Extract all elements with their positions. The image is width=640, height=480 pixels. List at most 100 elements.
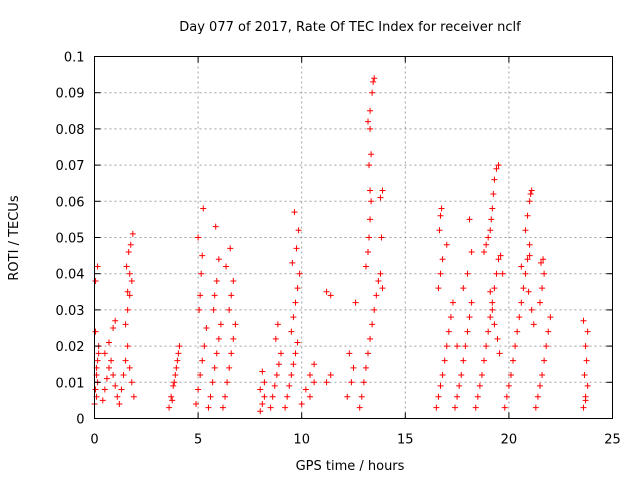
data-point [458,372,465,379]
data-point [128,379,135,386]
data-point [507,372,514,379]
data-point [485,234,492,241]
data-point [110,325,117,331]
y-axis-ticks: 0 0.01 0.02 0.03 0.04 0.05 0.06 0.07 0.08 0.09 0.1 [56,51,613,428]
x-tick-label: 5 [194,433,202,448]
data-point [536,382,543,389]
data-point [99,397,106,404]
y-tick-label: 0 [76,413,84,428]
data-point [124,288,131,295]
data-point [512,343,519,350]
data-point [124,306,131,313]
data-point [438,205,445,212]
y-tick-label: 0.03 [56,304,85,319]
data-point [290,361,297,368]
data-point [524,256,531,263]
data-point [200,205,207,212]
data-point [198,270,205,277]
data-point [447,314,454,321]
data-point [449,299,456,306]
data-point [539,372,546,379]
data-point [116,401,123,408]
data-point [323,288,330,295]
data-point [172,372,179,379]
data-point [215,335,222,342]
data-point [298,401,305,408]
data-point [460,357,467,364]
data-point [527,191,534,198]
data-point [532,404,539,411]
data-point [483,343,490,350]
data-point [273,372,280,379]
data-point [275,361,282,368]
data-point [217,321,224,328]
data-point [112,382,119,389]
data-point [377,194,384,201]
data-point [175,350,182,357]
y-tick-label: 0.05 [56,232,85,247]
data-point [196,306,203,313]
data-point [476,382,483,389]
data-point [474,393,481,400]
x-tick-label: 25 [604,433,621,448]
data-point [584,328,591,335]
data-point [212,223,219,230]
data-point [95,350,102,357]
x-tick-label: 0 [90,433,98,448]
data-point [228,350,235,357]
data-point [259,401,266,408]
data-point [292,350,299,357]
data-point [497,252,504,259]
data-point [491,285,498,292]
data-point [437,382,444,389]
data-point [369,321,376,328]
data-point [379,285,386,292]
data-point [526,198,533,205]
data-point [464,328,471,335]
data-point [108,357,115,364]
data-point [441,357,448,364]
data-point [582,397,589,404]
data-point [290,314,297,321]
data-point [103,375,110,382]
data-point [452,404,459,411]
data-point [201,343,208,350]
data-point [127,241,134,248]
data-point [485,328,492,335]
data-point [433,404,440,411]
data-point [435,285,442,292]
data-point [323,379,330,386]
data-point [173,364,180,371]
data-point [538,259,545,266]
data-point [541,270,548,277]
data-point [306,372,313,379]
x-tick-label: 15 [397,433,414,448]
data-point [466,314,473,321]
data-point [232,321,239,328]
y-tick-label: 0.09 [56,87,85,102]
data-point [505,382,512,389]
data-point [496,350,503,357]
data-point [377,270,384,277]
data-point [547,314,554,321]
data-point [368,198,375,205]
y-tick-label: 0.04 [56,268,85,283]
data-point [462,343,469,350]
data-point [92,386,99,393]
data-point [213,350,220,357]
data-point [230,277,237,284]
data-point [327,292,334,299]
data-point [472,404,479,411]
data-point [373,292,380,299]
data-point [293,245,300,252]
data-point [491,176,498,183]
data-point [122,321,129,328]
data-point [259,368,266,375]
data-point [350,364,357,371]
data-point [489,205,496,212]
data-point [365,118,372,125]
x-axis-label: GPS time / hours [296,459,405,474]
x-tick-label: 20 [501,433,518,448]
y-tick-label: 0.08 [56,123,85,138]
x-tick-label: 10 [293,433,310,448]
